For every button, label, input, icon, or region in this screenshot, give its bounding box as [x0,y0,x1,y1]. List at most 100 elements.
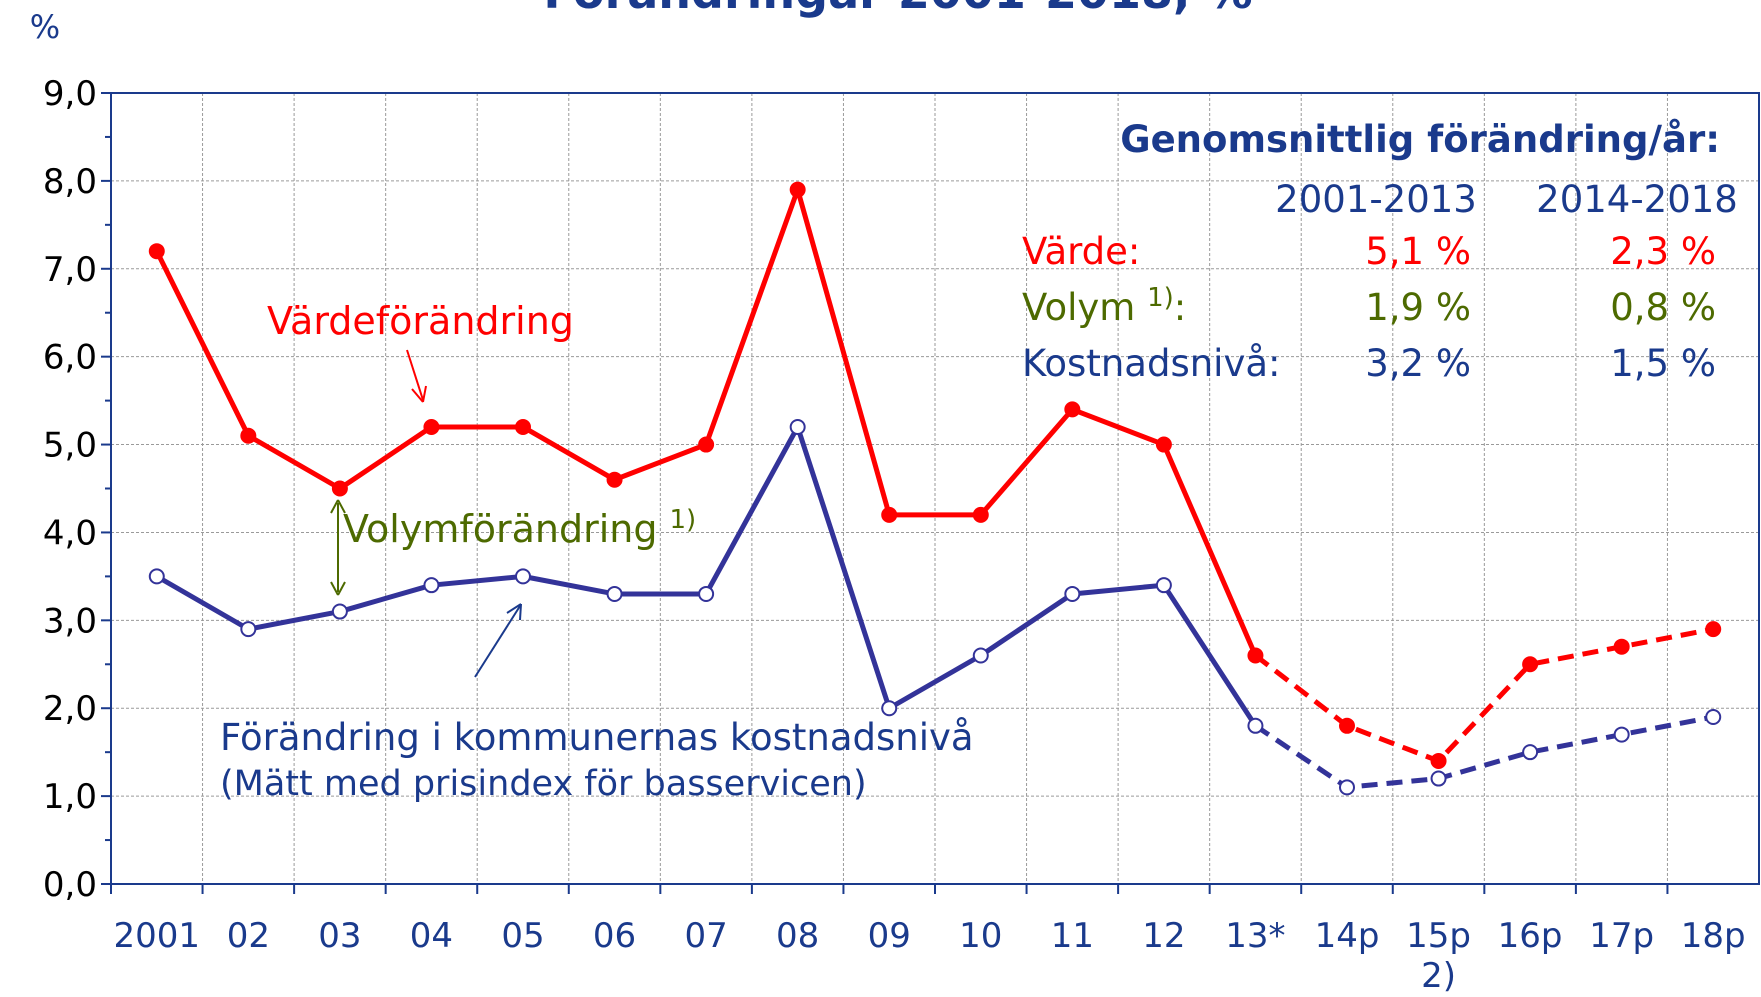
y-tick-label: 4,0 [43,513,97,553]
chart-title: Förändringar 2001-2018, % [543,0,1252,19]
point [331,480,348,497]
y-tick-label: 6,0 [43,338,97,378]
y-tick-label: 9,0 [43,74,97,114]
point [1430,752,1447,769]
x-tick-label: 2001 [114,916,201,956]
point [789,181,806,198]
x-tick-label: 10 [959,916,1002,956]
series-line [155,424,1258,728]
x-tick-label: 03 [318,916,361,956]
x-tick-label-line: 10 [959,916,1002,956]
point [698,585,715,602]
summary-row-label-text: Kostnadsnivå: [1022,342,1281,385]
summary-cell: 0,8 % [1610,286,1716,329]
x-tick-label-line: 02 [227,916,270,956]
series-line-dashed [1254,714,1714,790]
x-tick-label-line: 08 [776,916,819,956]
point [606,585,623,602]
x-tick-label-line: 12 [1142,916,1185,956]
x-tick-label: 12 [1142,916,1185,956]
point [1613,726,1630,743]
point [148,243,165,260]
y-tick-label: 5,0 [43,426,97,466]
summary-column: 2014-2018 [1536,178,1738,221]
point [1705,709,1722,726]
x-tick-label-line: 15p [1406,916,1471,956]
point [240,621,257,638]
point [1522,656,1539,673]
point [1522,744,1539,761]
x-tick-label: 07 [684,916,727,956]
point [1064,401,1081,418]
summary-cell: 1,5 % [1610,342,1716,385]
x-tick-label: 17p [1589,916,1654,956]
x-tick-label-line: 16p [1498,916,1563,956]
point [972,506,989,523]
x-tick-label-line: 2) [1421,956,1456,996]
summary-row-suffix: : [1174,286,1186,329]
summary-cell: 2,3 % [1610,230,1716,273]
point [606,471,623,488]
y-tick-label: 0,0 [43,865,97,905]
x-tick-label: 08 [776,916,819,956]
point [515,418,531,435]
summary-row-label: Volym 1): [1022,283,1186,329]
point [1430,770,1447,787]
summary-cell: 5,1 % [1365,230,1471,273]
point [881,700,898,717]
summary-row-label: Värde: [1022,230,1140,273]
x-tick-label-line: 13* [1225,916,1285,956]
x-tick-label: 11 [1051,916,1094,956]
summary-row-label-text: Värde: [1022,230,1140,273]
point [698,436,715,453]
point [1247,647,1264,664]
point [423,577,440,594]
annotation-arrow [474,605,521,678]
point [1339,779,1355,796]
x-tick-label-line: 03 [318,916,361,956]
summary-column: 2001-2013 [1275,178,1477,221]
y-tick-label: 8,0 [43,162,97,202]
x-tick-label-line: 06 [593,916,636,956]
x-tick-label: 06 [593,916,636,956]
point [881,506,898,523]
point [515,568,531,585]
volume-annotation-text: Volymförändring [343,507,657,551]
summary-cell: 3,2 % [1365,342,1471,385]
x-tick-label-line: 14p [1315,916,1380,956]
x-tick-label: 13* [1225,916,1285,956]
x-tick-label: 15p 2) [1406,916,1471,996]
point [240,427,257,444]
x-tick-label-line: 18p [1681,916,1746,956]
point [972,647,989,664]
y-unit: % [30,8,60,46]
x-tick-label: 04 [410,916,453,956]
volume-annotation-note: 1) [669,505,696,535]
x-tick-label: 09 [868,916,911,956]
point [1247,717,1264,734]
point [1155,577,1172,594]
summary-cell: 1,9 % [1365,286,1471,329]
volume-annotation: Volymförändring 1) [343,505,696,551]
series-annotation: Förändring i kommunernas kostnadsnivå [220,716,974,759]
y-tick-label: 3,0 [43,601,97,641]
arrow-head [506,603,522,621]
point [1705,621,1722,638]
point [1613,638,1630,655]
point [423,418,440,435]
x-tick-label-line: 05 [501,916,544,956]
y-tick-label: 7,0 [43,250,97,290]
summary-row-label: Kostnadsnivå: [1022,342,1281,385]
summary-row-label-text: Volym [1022,286,1147,329]
y-tick-label: 1,0 [43,777,97,817]
point [1064,585,1081,602]
summary-heading: Genomsnittlig förändring/år: [1120,118,1720,161]
x-tick-label-line: 09 [868,916,911,956]
series-annotation-sub: (Mätt med prisindex för basservicen) [220,764,867,804]
x-tick-label: 02 [227,916,270,956]
point [789,418,806,435]
annotation-arrow [406,349,424,401]
arrow-head [330,499,346,596]
arrow-head [411,385,427,403]
